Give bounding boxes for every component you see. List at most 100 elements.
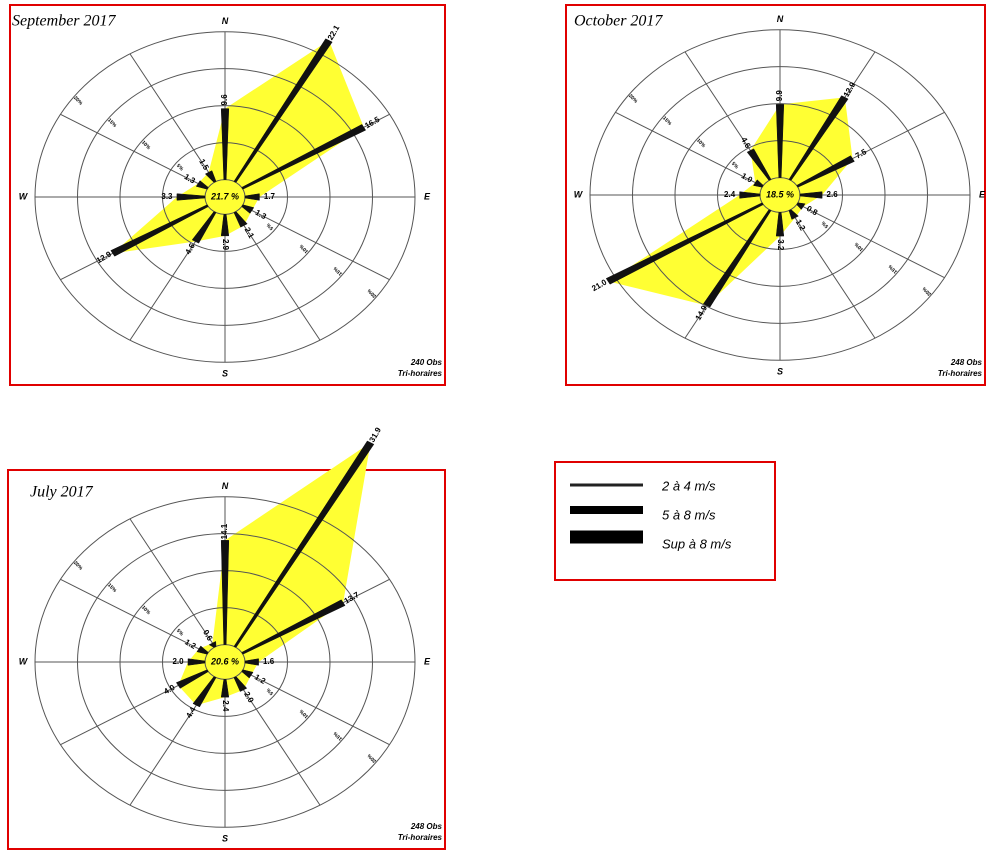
- bar: [241, 599, 346, 655]
- value-label: 1.3: [183, 172, 198, 186]
- rose-area: [112, 40, 364, 254]
- value-label: 2.1: [243, 226, 257, 241]
- value-label: 31.9: [367, 425, 383, 443]
- bar: [788, 209, 799, 220]
- ring-label: 15%: [661, 115, 673, 127]
- legend-label: Sup à 8 m/s: [662, 536, 732, 551]
- spoke: [129, 518, 216, 648]
- value-label: 0.8: [805, 204, 820, 218]
- calm-label: 20.6 %: [210, 656, 239, 666]
- value-label: 1.2: [794, 218, 808, 233]
- spoke: [242, 205, 390, 281]
- bar: [241, 124, 367, 190]
- value-label: 14.1: [220, 523, 229, 539]
- value-label: 2.0: [242, 690, 256, 705]
- legend-box: [554, 461, 776, 581]
- value-label: 1.2: [183, 637, 198, 651]
- bar: [796, 202, 806, 210]
- bar: [233, 38, 333, 183]
- chart-title: July 2017: [30, 484, 94, 501]
- ring-label: 5%: [265, 686, 275, 696]
- obs-note: Tri-horaires: [398, 833, 443, 842]
- bar: [110, 204, 209, 257]
- spoke: [242, 670, 390, 746]
- ring-label: 10%: [298, 243, 310, 255]
- bar: [208, 641, 217, 648]
- compass-label: N: [777, 14, 784, 24]
- wind-rose: 5%5%10%10%15%15%20%20%9.9 12.97.52.60.81.…: [565, 4, 986, 386]
- spoke: [60, 113, 208, 189]
- panel-border: [565, 4, 986, 386]
- bar: [204, 170, 217, 183]
- ring-label: 10%: [298, 708, 310, 720]
- value-label: 1.6: [263, 657, 275, 666]
- bar: [703, 209, 772, 308]
- spoke: [797, 203, 945, 279]
- ring-label: 5%: [730, 161, 740, 171]
- bar: [220, 108, 230, 180]
- bar: [241, 669, 254, 679]
- compass-label: W: [19, 191, 29, 201]
- value-label: 16.5: [363, 115, 381, 131]
- bar: [775, 104, 785, 178]
- value-label: 1.7: [264, 192, 276, 201]
- value-label: 4.6: [739, 136, 753, 151]
- bar: [799, 191, 823, 199]
- chart-title: September 2017: [12, 13, 117, 30]
- compass-label: N: [222, 16, 229, 26]
- compass-label: S: [222, 369, 228, 379]
- bar: [195, 180, 209, 190]
- ring-label: 10%: [140, 605, 152, 617]
- compass-label: W: [19, 656, 29, 666]
- wind-rose: 5% 5% 10% 10% 15% 15% 20% 20% 14.1 31.9 13.7 1.6 1.2…: [7, 425, 446, 850]
- ring-label: 20%: [627, 93, 639, 105]
- bar: [796, 155, 855, 188]
- value-label: 22.1: [326, 23, 342, 41]
- spoke: [60, 578, 208, 654]
- bar: [196, 645, 209, 655]
- bar: [605, 202, 764, 285]
- ring-label: 15%: [887, 263, 899, 275]
- compass-label: W: [574, 189, 584, 199]
- bar: [220, 679, 230, 698]
- value-label: 2.4: [724, 190, 736, 199]
- value-label: 1.0: [740, 171, 755, 185]
- ring-label: 15%: [332, 730, 344, 742]
- value-label: 4.6: [183, 241, 197, 256]
- obs-note: Tri-horaires: [398, 369, 443, 378]
- bar: [244, 658, 259, 666]
- obs-note: Tri-horaires: [938, 369, 983, 378]
- bar: [739, 191, 761, 199]
- bar: [788, 95, 849, 181]
- ring-label: 20%: [72, 95, 84, 107]
- wind-rose: 5% 5% 10% 10% 15% 15% 20% 20% 9.6 22.1 16.5 1.7 1.3 2…: [9, 4, 446, 386]
- compass-label: N: [222, 481, 229, 491]
- panel-border: [9, 4, 446, 386]
- ring-label: 20%: [72, 560, 84, 572]
- value-label: 12.9: [842, 80, 858, 98]
- bar: [192, 676, 217, 708]
- ring-label: 10%: [853, 241, 865, 253]
- value-label: 2.4: [221, 700, 230, 712]
- value-label: 3.3: [161, 192, 173, 201]
- value-label: 1.2: [253, 672, 268, 686]
- value-label: 2.6: [827, 190, 839, 199]
- compass-label: E: [979, 189, 986, 199]
- bar: [753, 179, 764, 188]
- ring-label: 15%: [106, 582, 118, 594]
- bar: [233, 676, 248, 692]
- compass-label: S: [777, 367, 783, 377]
- ring-label: 20%: [366, 287, 378, 299]
- compass-label: S: [222, 834, 228, 844]
- ring-label: 10%: [140, 140, 152, 152]
- bar: [220, 214, 230, 237]
- legend-label: 2 à 4 m/s: [661, 478, 716, 493]
- panel-border: [7, 469, 446, 850]
- legend: 2 à 4 m/s 5 à 8 m/s Sup à 8 m/s: [554, 461, 776, 581]
- bar: [775, 212, 785, 237]
- bar: [176, 193, 206, 201]
- spoke: [234, 211, 321, 341]
- ring-label: 5%: [175, 628, 185, 638]
- value-label: 2.0: [172, 657, 184, 666]
